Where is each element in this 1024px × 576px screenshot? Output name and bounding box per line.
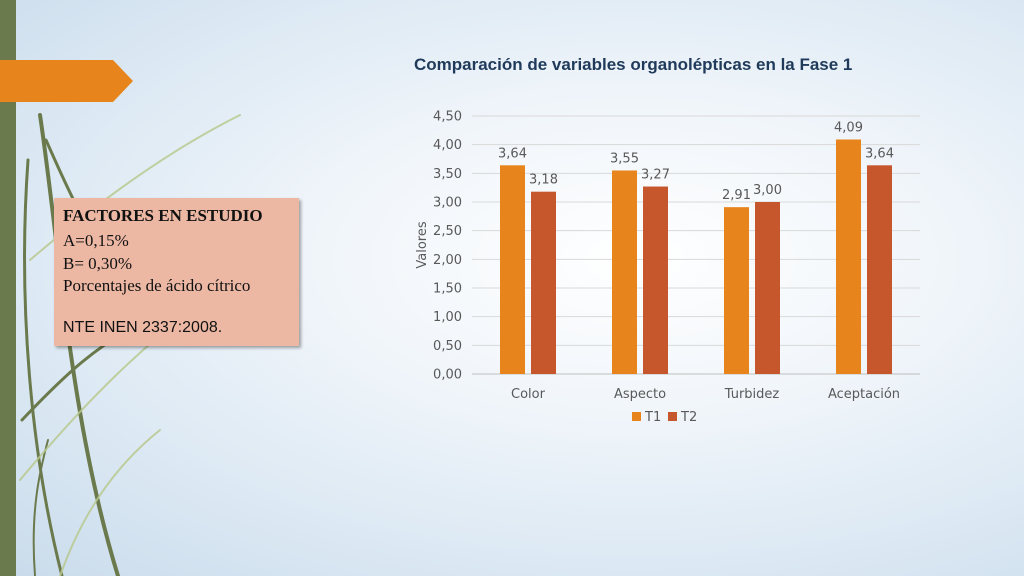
x-tick-label: Aspecto [614, 387, 666, 402]
bar-t1 [836, 139, 861, 374]
left-accent-bar [0, 0, 16, 576]
bar-t2 [867, 165, 892, 374]
bar-t2 [643, 186, 668, 374]
y-tick-label: 4,00 [433, 138, 462, 153]
bar-t2 [531, 191, 556, 374]
y-tick-label: 2,50 [433, 224, 462, 239]
y-tick-label: 3,00 [433, 196, 462, 211]
y-tick-label: 0,50 [433, 339, 462, 354]
orange-arrow-shape [0, 60, 133, 102]
y-tick-label: 4,50 [433, 110, 462, 125]
bar-t1 [500, 165, 525, 374]
data-label: 3,18 [529, 173, 558, 188]
y-tick-label: 2,00 [433, 253, 462, 268]
data-label: 3,00 [753, 183, 782, 198]
factor-b-line: B= 0,30% [63, 254, 133, 273]
bar-t2 [755, 202, 780, 374]
x-tick-label: Turbidez [724, 387, 780, 402]
bar-t1 [612, 170, 637, 374]
decorative-stem [23, 158, 64, 576]
x-tick-label: Color [511, 387, 546, 402]
citric-acid-line: Porcentajes de ácido cítrico [63, 276, 251, 295]
data-label: 3,64 [865, 146, 894, 161]
decorative-stem-light [59, 429, 161, 576]
factors-textbox: FACTORES EN ESTUDIO A=0,15% B= 0,30% Por… [54, 198, 299, 346]
y-tick-label: 1,50 [433, 282, 462, 297]
chart-title: Comparación de variables organolépticas … [414, 55, 853, 74]
y-axis-label: Valores [415, 221, 430, 268]
data-label: 3,64 [498, 146, 527, 161]
y-tick-label: 3,50 [433, 167, 462, 182]
legend-label: T1 [644, 410, 661, 425]
data-label: 4,09 [834, 121, 863, 136]
y-tick-label: 0,00 [433, 368, 462, 383]
x-tick-label: Aceptación [828, 387, 900, 402]
legend-swatch-t2 [668, 412, 677, 421]
data-label: 3,27 [641, 168, 670, 183]
factor-a-line: A=0,15% [63, 231, 129, 250]
bar-t1 [724, 207, 749, 374]
y-tick-label: 1,00 [433, 310, 462, 325]
data-label: 3,55 [610, 151, 639, 166]
legend-label: T2 [680, 410, 697, 425]
data-label: 2,91 [722, 188, 751, 203]
norm-reference: NTE INEN 2337:2008. [63, 319, 223, 336]
legend-swatch-t1 [632, 412, 641, 421]
factors-heading: FACTORES EN ESTUDIO [63, 206, 263, 225]
